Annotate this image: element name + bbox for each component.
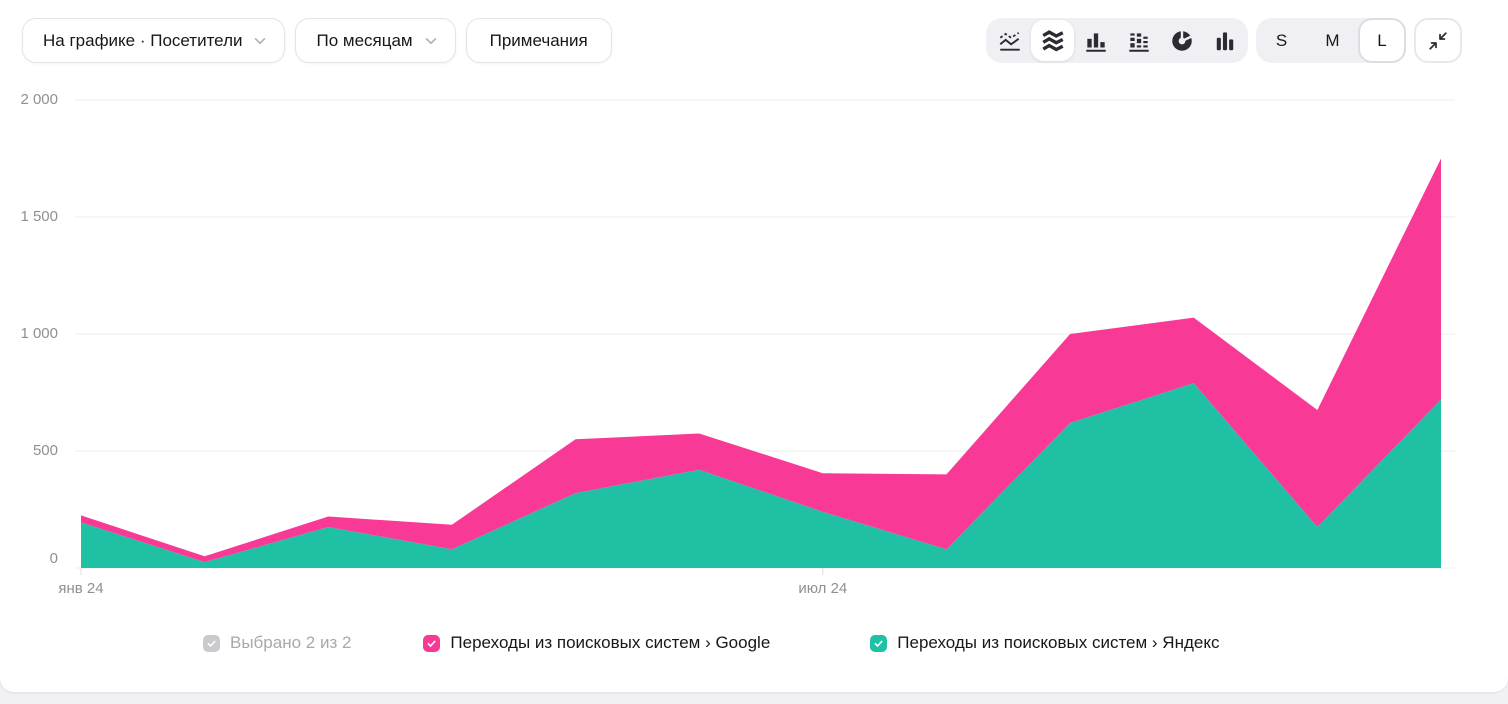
legend-yandex-label: Переходы из поисковых систем › Яндекс — [897, 633, 1220, 652]
yandex-series-area[interactable] — [81, 383, 1441, 568]
chart-legend: Выбрано 2 из 2 Переходы из поисковых сис… — [203, 633, 1219, 653]
bar-chart-icon — [1212, 28, 1238, 54]
grouping-dropdown-label: По месяцам — [316, 30, 413, 50]
legend-selected-count-label: Выбрано 2 из 2 — [230, 633, 352, 652]
size-l-button[interactable]: L — [1358, 18, 1406, 63]
collapse-widget-button[interactable] — [1414, 18, 1462, 63]
stacked-column-chart-icon — [1126, 28, 1152, 54]
legend-selected-count[interactable]: Выбрано 2 из 2 — [203, 633, 351, 653]
size-s-button[interactable]: S — [1256, 18, 1307, 63]
chevron-down-icon — [251, 32, 269, 50]
chart-type-switcher — [986, 18, 1248, 63]
check-icon — [426, 638, 437, 649]
column-chart-icon — [1083, 28, 1109, 54]
pie-chart-icon — [1169, 28, 1195, 54]
chart-type-bars-button[interactable] — [1203, 20, 1246, 61]
legend-item-yandex[interactable]: Переходы из поисковых систем › Яндекс — [870, 633, 1219, 653]
metric-dropdown-label: На графике · Посетители — [43, 30, 243, 50]
chart-type-stacked-columns-button[interactable] — [1117, 20, 1160, 61]
legend-item-google[interactable]: Переходы из поисковых систем › Google — [423, 633, 770, 653]
size-switcher: S M L — [1256, 18, 1406, 63]
chevron-down-icon — [422, 32, 440, 50]
google-series-area[interactable] — [81, 158, 1441, 563]
legend-google-checkbox[interactable] — [423, 634, 441, 652]
toolbar-left: На графике · Посетители По месяцам Приме… — [22, 18, 612, 63]
check-icon — [873, 638, 884, 649]
collapse-icon — [1427, 30, 1449, 52]
grouping-dropdown[interactable]: По месяцам — [295, 18, 456, 63]
legend-google-label: Переходы из поисковых систем › Google — [450, 633, 771, 652]
chart-type-columns-button[interactable] — [1074, 20, 1117, 61]
notes-button-label: Примечания — [489, 30, 588, 50]
check-icon — [206, 638, 217, 649]
toolbar-right: S M L — [986, 18, 1462, 63]
size-s-label: S — [1275, 30, 1288, 50]
line-chart-icon — [997, 28, 1023, 54]
chart-type-stacked-area-button[interactable] — [1031, 20, 1074, 61]
size-l-label: L — [1377, 30, 1387, 50]
chart-type-line-button[interactable] — [988, 20, 1031, 61]
metric-dropdown[interactable]: На графике · Посетители — [22, 18, 286, 63]
chart-type-pie-button[interactable] — [1160, 20, 1203, 61]
legend-yandex-checkbox[interactable] — [870, 634, 888, 652]
stacked-area-icon — [1040, 28, 1066, 54]
size-m-button[interactable]: M — [1307, 18, 1358, 63]
notes-button[interactable]: Примечания — [465, 18, 612, 63]
legend-selected-count-checkbox[interactable] — [203, 634, 220, 652]
size-m-label: M — [1325, 30, 1340, 50]
